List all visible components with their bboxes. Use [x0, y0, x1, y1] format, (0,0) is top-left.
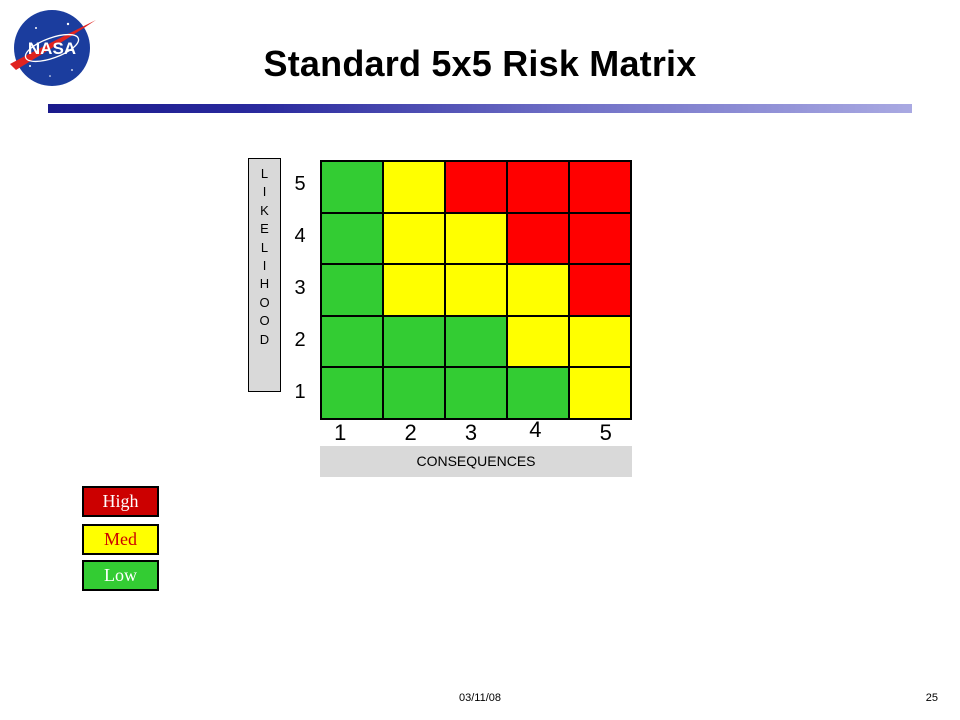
- matrix-cell-low: [507, 367, 569, 419]
- likelihood-tick: 3: [294, 277, 306, 299]
- matrix-cell-low: [383, 315, 445, 368]
- page-number: 25: [925, 692, 938, 704]
- matrix-cell-med: [569, 315, 631, 368]
- risk-matrix: [320, 160, 632, 420]
- matrix-cell-med: [383, 161, 445, 213]
- nasa-logo: NASA: [10, 10, 96, 86]
- matrix-cell-low: [321, 212, 383, 265]
- matrix-cell-high: [569, 212, 631, 265]
- likelihood-letter: O: [259, 313, 270, 329]
- likelihood-letter: K: [260, 202, 269, 218]
- matrix-cell-high: [445, 161, 507, 213]
- matrix-cell-low: [445, 315, 507, 368]
- title-underline: [48, 104, 912, 113]
- matrix-cell-med: [507, 264, 569, 316]
- footer-date: 03/11/08: [458, 692, 501, 704]
- matrix-cell-low: [321, 367, 383, 419]
- likelihood-letter: L: [260, 166, 269, 181]
- matrix-cell-low: [321, 315, 383, 368]
- matrix-cell-low: [321, 264, 383, 316]
- matrix-cell-med: [507, 315, 569, 368]
- legend-med: Med: [82, 524, 159, 555]
- likelihood-letter: D: [259, 331, 270, 347]
- likelihood-tick: 1: [294, 381, 306, 403]
- consequence-tick: 2: [404, 420, 417, 445]
- matrix-cell-med: [445, 264, 507, 316]
- likelihood-letter: H: [259, 276, 270, 292]
- likelihood-tick: 4: [294, 225, 306, 247]
- matrix-cell-med: [569, 367, 631, 419]
- likelihood-letter: I: [262, 258, 267, 274]
- matrix-cell-high: [569, 161, 631, 213]
- consequence-tick: 4: [529, 417, 542, 442]
- consequence-tick: 1: [334, 420, 347, 445]
- matrix-cell-high: [507, 161, 569, 213]
- slide-title: Standard 5x5 Risk Matrix: [263, 43, 697, 84]
- legend-high: High: [82, 486, 159, 517]
- likelihood-letter: O: [259, 294, 270, 310]
- matrix-cell-med: [383, 212, 445, 265]
- legend-low: Low: [82, 560, 159, 591]
- matrix-cell-high: [569, 264, 631, 316]
- likelihood-letter: I: [262, 184, 267, 200]
- likelihood-letter: E: [260, 221, 269, 237]
- likelihood-letter: L: [260, 239, 269, 255]
- matrix-cell-low: [383, 367, 445, 419]
- consequence-tick: 3: [464, 420, 478, 445]
- matrix-cell-med: [445, 212, 507, 265]
- matrix-cell-med: [383, 264, 445, 316]
- likelihood-tick: 5: [294, 173, 306, 195]
- consequence-tick: 5: [599, 420, 612, 445]
- likelihood-tick: 2: [294, 329, 306, 351]
- matrix-cell-high: [507, 212, 569, 265]
- logo-text: NASA: [28, 39, 76, 58]
- matrix-cell-low: [321, 161, 383, 213]
- matrix-cell-low: [445, 367, 507, 419]
- consequences-axis-label: CONSEQUENCES: [320, 446, 632, 477]
